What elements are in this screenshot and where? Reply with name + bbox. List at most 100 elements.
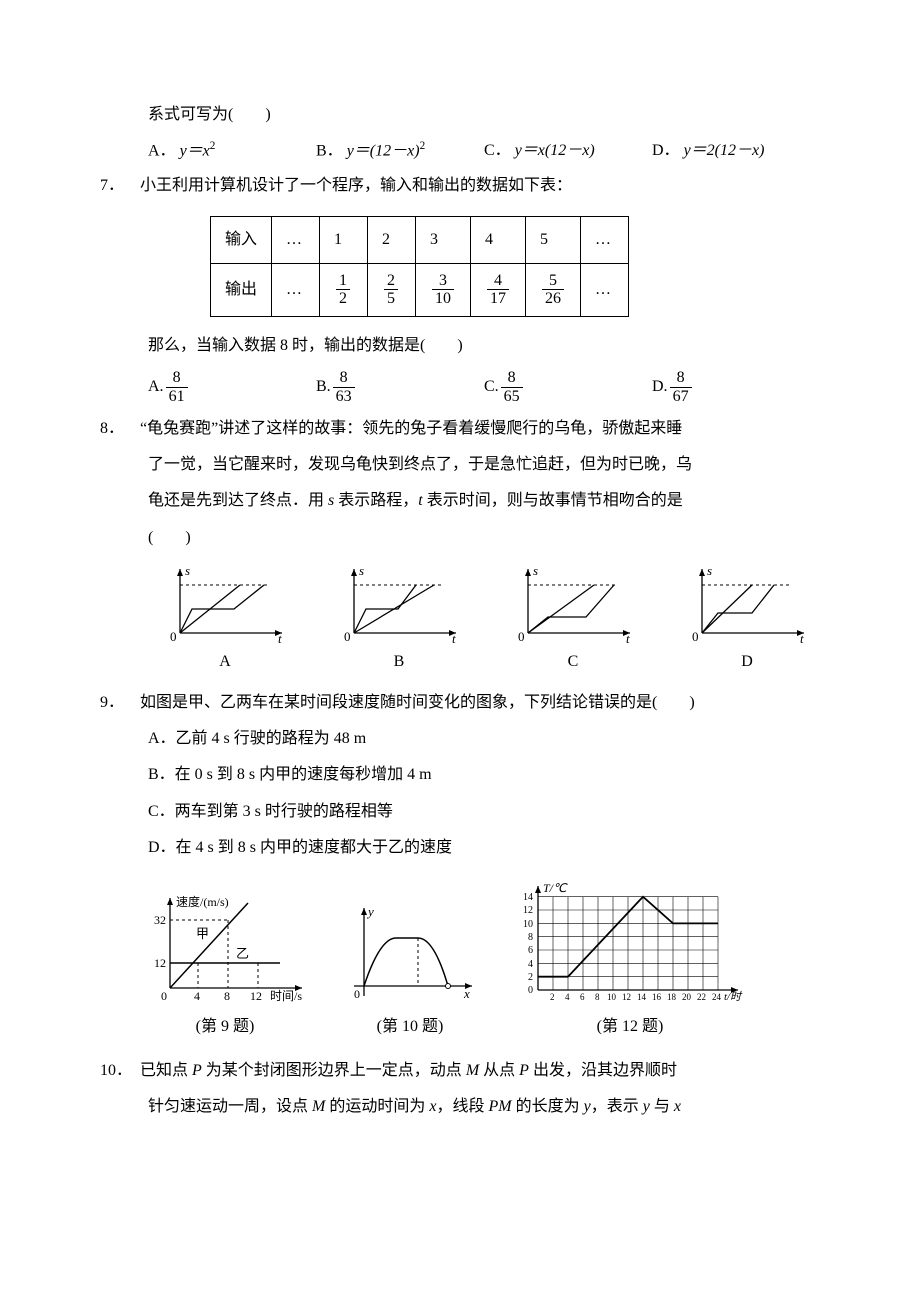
figures-row: 速度/(m/s) 32 12 0 4 8 12 时间/s 甲 乙 y x 0 <box>100 878 820 1012</box>
fig10-svg: y x 0 <box>340 898 480 1008</box>
q8-text4: ( ) <box>100 523 820 553</box>
q6-option-c: C． y＝x(12－x) <box>484 136 652 167</box>
cell-out-4: 417 <box>471 263 526 316</box>
q9-row: 9． 如图是甲、乙两车在某时间段速度随时间变化的图象，下列结论错误的是( ) <box>100 688 820 718</box>
q6-option-a: A． y＝x2 <box>148 136 316 167</box>
q7-text: 小王利用计算机设计了一个程序，输入和输出的数据如下表： <box>140 171 820 201</box>
q10-text2: 针匀速运动一周，设点 M 的运动时间为 x，线段 PM 的长度为 y，表示 y … <box>100 1092 820 1122</box>
q6-options: A． y＝x2 B． y＝(12－x)2 C． y＝x(12－x) D． y＝2… <box>100 136 820 167</box>
svg-text:8: 8 <box>528 932 533 943</box>
cell-out-1: 12 <box>320 263 368 316</box>
svg-text:s: s <box>707 563 712 578</box>
cell-out-5: 526 <box>526 263 581 316</box>
graph-svg: s t 0 <box>160 563 290 643</box>
graph-svg: s t 0 <box>682 563 812 643</box>
svg-text:20: 20 <box>682 992 692 1002</box>
q7-table: 输入 … 1 2 3 4 5 … 输出 … 12 25 310 417 526 … <box>210 216 629 318</box>
svg-text:t: t <box>452 631 456 643</box>
svg-text:0: 0 <box>518 629 525 643</box>
fig12-caption: (第 12 题) <box>510 1012 750 1042</box>
svg-text:甲: 甲 <box>196 926 209 941</box>
svg-text:10: 10 <box>607 992 617 1002</box>
q8-graph-a: s t 0 <box>160 563 290 643</box>
svg-text:y: y <box>366 904 374 919</box>
q7-option-c: C.865 <box>484 369 652 405</box>
figure-captions: (第 9 题) (第 10 题) (第 12 题) <box>100 1012 820 1042</box>
q10-number: 10． <box>100 1056 140 1086</box>
cell-input-header: 输入 <box>211 216 272 263</box>
svg-text:0: 0 <box>692 629 699 643</box>
svg-text:6: 6 <box>528 945 533 956</box>
cell-dots: … <box>581 263 629 316</box>
svg-text:22: 22 <box>697 992 706 1002</box>
figure-9: 速度/(m/s) 32 12 0 4 8 12 时间/s 甲 乙 <box>140 888 310 1012</box>
cell-out-3: 310 <box>416 263 471 316</box>
q9-number: 9． <box>100 688 140 718</box>
q9-option-b: B．在 0 s 到 8 s 内甲的速度每秒增加 4 m <box>100 760 820 790</box>
svg-text:时间/s: 时间/s <box>270 989 302 1003</box>
svg-text:2: 2 <box>528 972 533 983</box>
q7-option-d: D.867 <box>652 369 820 405</box>
q8-graph-b: s t 0 <box>334 563 464 643</box>
svg-text:8: 8 <box>595 992 600 1002</box>
svg-text:x: x <box>463 986 470 1001</box>
cell-dots: … <box>272 216 320 263</box>
q8-text2: 了一觉，当它醒来时，发现乌龟快到终点了，于是急忙追赶，但为时已晚，乌 <box>100 450 820 480</box>
fig10-caption: (第 10 题) <box>340 1012 480 1042</box>
svg-text:14: 14 <box>523 892 533 903</box>
cell-dots: … <box>581 216 629 263</box>
svg-text:s: s <box>185 563 190 578</box>
cell-output-header: 输出 <box>211 263 272 316</box>
q8-text3: 龟还是先到达了终点．用 s 表示路程，t 表示时间，则与故事情节相吻合的是 <box>100 486 820 516</box>
graph-svg: s t 0 <box>508 563 638 643</box>
svg-text:0: 0 <box>161 989 167 1003</box>
svg-text:s: s <box>533 563 538 578</box>
figure-10: y x 0 <box>340 898 480 1012</box>
q7-options: A.861 B.863 C.865 D.867 <box>100 369 820 405</box>
q6-option-d: D． y＝2(12－x) <box>652 136 820 167</box>
svg-text:0: 0 <box>354 987 360 1001</box>
q7-option-a: A.861 <box>148 369 316 405</box>
svg-text:4: 4 <box>528 959 533 970</box>
svg-text:s: s <box>359 563 364 578</box>
svg-text:4: 4 <box>194 989 200 1003</box>
q9-option-d: D．在 4 s 到 8 s 内甲的速度都大于乙的速度 <box>100 833 820 863</box>
q8-graph-d: s t 0 <box>682 563 812 643</box>
q8-graph-c: s t 0 <box>508 563 638 643</box>
q8-text1: “龟兔赛跑”讲述了这样的故事：领先的兔子看着缓慢爬行的乌龟，骄傲起来睡 <box>140 414 820 444</box>
fig9-caption: (第 9 题) <box>140 1012 310 1042</box>
q6-tail-text: 系式可写为( ) <box>148 106 271 123</box>
cell-in-5: 5 <box>526 216 581 263</box>
svg-text:t: t <box>626 631 630 643</box>
table-row: 输入 … 1 2 3 4 5 … <box>211 216 629 263</box>
q8-label-b: B <box>334 647 464 677</box>
svg-text:12: 12 <box>154 956 166 970</box>
q7-row: 7． 小王利用计算机设计了一个程序，输入和输出的数据如下表： <box>100 171 820 201</box>
q7-number: 7． <box>100 171 140 201</box>
q7-option-b: B.863 <box>316 369 484 405</box>
svg-text:8: 8 <box>224 989 230 1003</box>
svg-text:0: 0 <box>170 629 177 643</box>
cell-in-4: 4 <box>471 216 526 263</box>
q6-tail-line: 系式可写为( ) <box>100 100 820 130</box>
q10-text1: 已知点 P 为某个封闭图形边界上一定点，动点 M 从点 P 出发，沿其边界顺时 <box>140 1056 820 1086</box>
figure-12: 0 2 4 6 8 10 12 14 2 4 6 8 10 12 14 16 1… <box>510 878 750 1012</box>
svg-text:4: 4 <box>565 992 570 1002</box>
svg-text:0: 0 <box>528 985 533 996</box>
svg-text:12: 12 <box>622 992 631 1002</box>
q7-tail: 那么，当输入数据 8 时，输出的数据是( ) <box>100 331 820 361</box>
cell-in-3: 3 <box>416 216 471 263</box>
q8-row: 8． “龟兔赛跑”讲述了这样的故事：领先的兔子看着缓慢爬行的乌龟，骄傲起来睡 <box>100 414 820 444</box>
q8-graphs: s t 0 s t 0 s t <box>100 563 820 643</box>
table-row: 输出 … 12 25 310 417 526 … <box>211 263 629 316</box>
q8-graph-labels: A B C D <box>100 647 820 677</box>
svg-text:速度/(m/s): 速度/(m/s) <box>176 894 229 909</box>
q9-text: 如图是甲、乙两车在某时间段速度随时间变化的图象，下列结论错误的是( ) <box>140 688 820 718</box>
q8-label-c: C <box>508 647 638 677</box>
cell-dots: … <box>272 263 320 316</box>
svg-text:t: t <box>278 631 282 643</box>
q10-row: 10． 已知点 P 为某个封闭图形边界上一定点，动点 M 从点 P 出发，沿其边… <box>100 1056 820 1086</box>
svg-text:T/℃: T/℃ <box>543 881 568 895</box>
svg-text:0: 0 <box>344 629 351 643</box>
q8-label-a: A <box>160 647 290 677</box>
